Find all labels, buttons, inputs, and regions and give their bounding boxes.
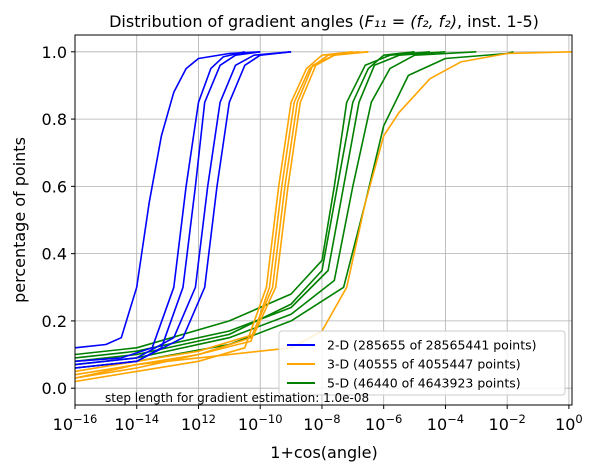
- y-tick-label: 0.8: [42, 110, 67, 129]
- series-line-2-1: [74, 51, 353, 383]
- y-tick-label: 1.0: [42, 43, 67, 62]
- legend-box: [278, 330, 566, 396]
- x-tick-label: 10−14: [114, 412, 159, 434]
- grid: [74, 35, 572, 405]
- y-tick-label: 0.4: [42, 245, 67, 264]
- legend-label-3: 5-D (46440 of 4643923 points): [327, 376, 521, 391]
- x-tick-label: 10−2: [489, 412, 526, 434]
- legend: 2-D (285655 of 28565441 points) 3-D (4055…: [278, 330, 566, 396]
- x-tick-label: 1012: [181, 412, 216, 434]
- y-tick-label: 0.2: [42, 312, 67, 331]
- series-line-1-5: [74, 51, 292, 369]
- y-tick-label: 0.0: [42, 379, 67, 398]
- chart-title: Distribution of gradient angles (F₁₁ = (…: [109, 12, 539, 31]
- series-line-3-1: [74, 51, 415, 363]
- y-tick-label: 0.6: [42, 177, 67, 196]
- y-axis-label: percentage of points: [10, 137, 29, 303]
- x-tick-label: 10−6: [365, 412, 402, 434]
- legend-label-2: 3-D (40555 of 4055447 points): [327, 357, 521, 372]
- series-line-3-3: [74, 51, 431, 356]
- annotation-text: step length for gradient estimation: 1.0…: [105, 391, 369, 405]
- x-axis-label: 1+cos(angle): [270, 443, 377, 462]
- axis-ticks: 10−16 10−14 1012 10−10 10−8 10−6 10−4 10−2 100 0.…: [42, 43, 583, 434]
- x-tick-label: 10−10: [238, 412, 283, 434]
- series-line-2-5: [74, 51, 573, 379]
- series-line-1-2: [74, 51, 245, 363]
- legend-label-1: 2-D (285655 of 28565441 points): [327, 338, 537, 353]
- x-tick-label: 10−4: [427, 412, 464, 434]
- series-line-2-4: [74, 51, 369, 373]
- series-line-2-2: [74, 51, 360, 379]
- x-tick-label: 10−16: [53, 412, 98, 434]
- x-tick-label: 100: [555, 412, 583, 434]
- plot-frame: [74, 34, 573, 406]
- series-line-3-4: [74, 51, 477, 366]
- series-line-3-2: [74, 51, 446, 359]
- series-lines: [74, 51, 573, 383]
- series-line-1-1: [74, 51, 261, 349]
- x-tick-label: 10−8: [303, 412, 340, 434]
- series-line-1-4: [74, 51, 292, 366]
